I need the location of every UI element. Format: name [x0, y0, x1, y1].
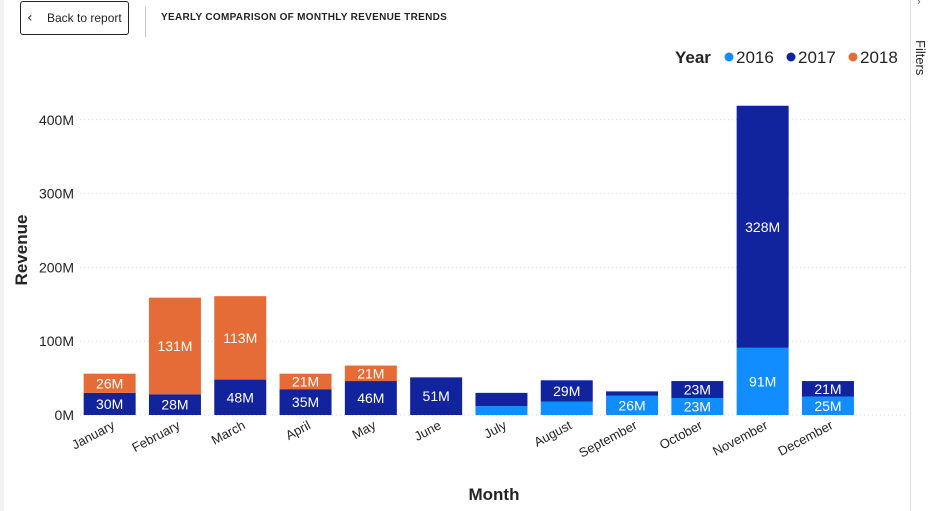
x-tick-label: April [283, 417, 313, 443]
x-tick-label: July [481, 417, 509, 441]
bar-2017[interactable] [671, 381, 724, 399]
bar-2016[interactable] [736, 347, 789, 415]
legend-title: Year [675, 48, 711, 67]
bar-data-label: 46M [357, 390, 384, 406]
bar-2017[interactable] [410, 377, 463, 415]
chevron-left-icon: ‹ [27, 10, 33, 26]
x-tick-label: November [710, 417, 771, 459]
y-axis-label: Revenue [12, 215, 31, 286]
y-tick-label: 100M [39, 333, 74, 349]
bar-2017[interactable] [606, 391, 659, 396]
y-tick-label: 300M [39, 186, 74, 202]
bar-2017[interactable] [344, 381, 397, 415]
legend-marker [786, 52, 796, 62]
bar-data-label: 26M [618, 397, 645, 413]
back-button-label: Back to report [47, 11, 122, 25]
bar-data-label: 29M [553, 383, 580, 399]
bar-data-label: 51M [423, 388, 450, 404]
legend-entry[interactable]: 2018 [860, 48, 898, 67]
x-tick-label: September [576, 417, 640, 460]
bar-data-label: 328M [745, 219, 780, 235]
legend-entry[interactable]: 2016 [736, 48, 774, 67]
bar-2017[interactable] [801, 381, 854, 397]
bar-2018[interactable] [214, 296, 267, 380]
bar-data-label: 35M [292, 394, 319, 410]
bar-data-label: 30M [96, 396, 123, 412]
bar-data-label: 131M [157, 338, 192, 354]
x-tick-label: December [775, 417, 836, 459]
bar-2016[interactable] [475, 406, 528, 415]
bar-2017[interactable] [736, 105, 789, 348]
legend-marker [848, 52, 858, 62]
x-tick-label: June [412, 417, 444, 443]
bar-data-label: 21M [357, 365, 384, 381]
bar-data-label: 26M [96, 375, 123, 391]
bar-data-label: 23M [684, 399, 711, 415]
y-tick-label: 200M [39, 259, 74, 275]
bar-2016[interactable] [671, 398, 724, 415]
collapse-arrow-icon[interactable]: › [917, 0, 921, 8]
y-tick-label: 400M [39, 112, 74, 128]
bar-2017[interactable] [214, 379, 267, 415]
bar-2017[interactable] [83, 392, 136, 415]
bar-2017[interactable] [279, 389, 332, 415]
bar-data-label: 23M [684, 382, 711, 398]
y-tick-label: 0M [55, 407, 74, 423]
bar-2018[interactable] [344, 365, 397, 382]
x-tick-label: February [129, 417, 182, 455]
page-title: YEARLY COMPARISON OF MONTHLY REVENUE TRE… [161, 12, 448, 23]
x-tick-label: August [531, 417, 574, 449]
bars [83, 105, 854, 415]
x-tick-label: May [350, 417, 379, 442]
bar-2018[interactable] [279, 373, 332, 390]
bar-2017[interactable] [148, 394, 201, 415]
legend-entry[interactable]: 2017 [798, 48, 836, 67]
back-to-report-button[interactable]: ‹ Back to report [20, 1, 129, 35]
bar-data-label: 21M [292, 373, 319, 389]
bar-data-label: 28M [161, 397, 188, 413]
bar-labels: 30M 26M 28M 131M 48M 113M 35M 21M 46M 21M 51M 29M 26… [96, 219, 842, 415]
x-tick-label: January [69, 417, 117, 452]
left-edge [0, 0, 4, 511]
y-tick-labels: 0M 100M 200M 300M 400M [39, 112, 74, 423]
bar-2016[interactable] [801, 396, 854, 415]
x-axis-label: Month [469, 485, 520, 504]
filters-label: Filters [913, 40, 928, 76]
header-divider [145, 7, 146, 37]
x-tick-label: March [209, 417, 248, 447]
bar-2018[interactable] [83, 373, 136, 393]
x-tick-label: October [657, 417, 705, 452]
filters-pane[interactable]: › Filters [910, 0, 929, 511]
legend-marker [724, 52, 734, 62]
bar-data-label: 91M [749, 373, 776, 389]
bar-data-label: 113M [223, 330, 257, 346]
bar-2016[interactable] [540, 401, 593, 415]
bar-2017[interactable] [475, 392, 528, 407]
bar-2016[interactable] [606, 395, 659, 415]
bar-2018[interactable] [148, 297, 201, 395]
legend: Year 2016 2017 2018 [675, 48, 898, 67]
x-tick-labels: January February March April May June July Augu… [69, 417, 836, 460]
bar-data-label: 21M [814, 381, 841, 397]
bar-data-label: 25M [814, 398, 841, 414]
bar-2017[interactable] [540, 380, 593, 402]
bar-data-label: 48M [227, 389, 254, 405]
